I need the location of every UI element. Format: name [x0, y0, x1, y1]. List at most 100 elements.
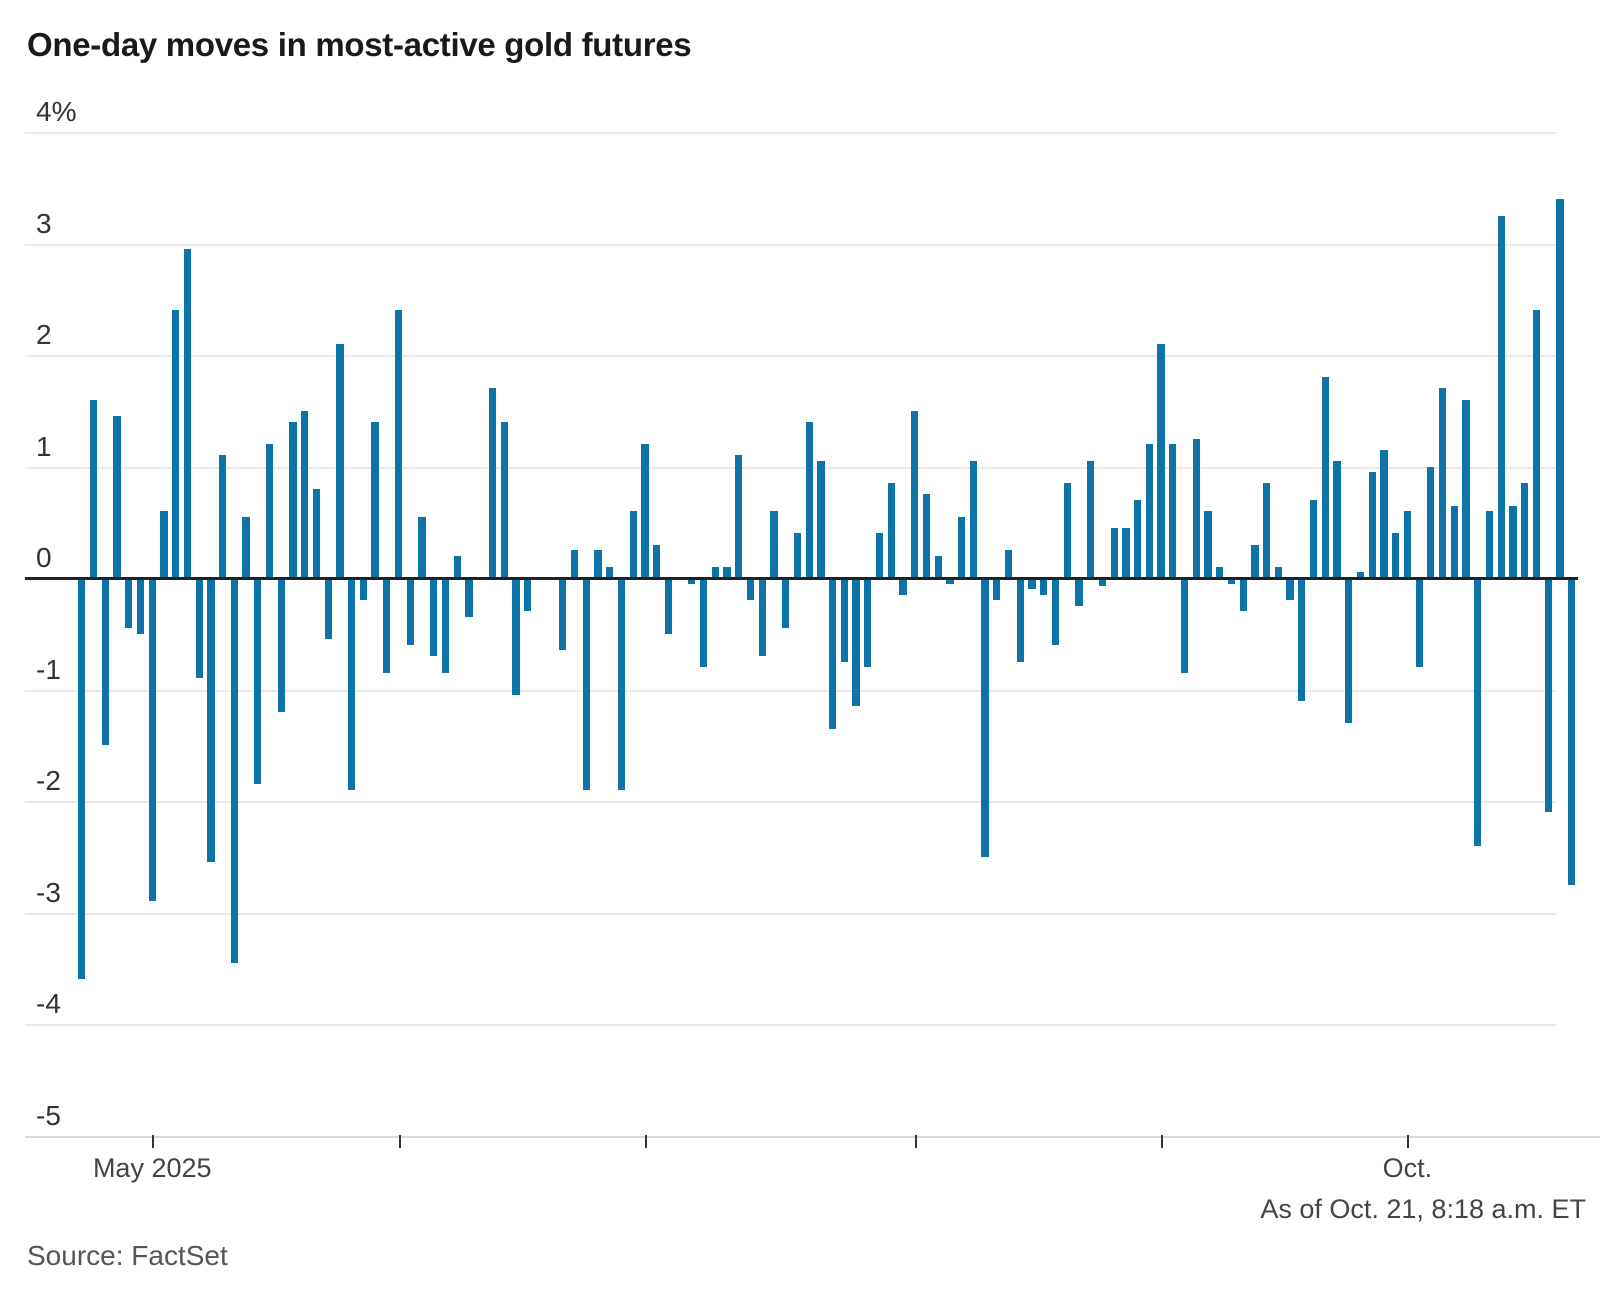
bar — [1169, 444, 1177, 578]
x-axis-tick — [398, 1134, 401, 1148]
x-axis-tick — [644, 1134, 647, 1148]
bar — [899, 578, 907, 595]
bar — [336, 343, 344, 578]
bar — [1415, 578, 1423, 668]
bar — [1016, 578, 1024, 662]
bar — [1356, 572, 1365, 578]
bar — [1133, 499, 1142, 578]
bar — [1204, 511, 1212, 578]
bar — [348, 578, 356, 790]
bar — [969, 460, 977, 578]
bar — [770, 511, 778, 578]
bar — [113, 416, 121, 578]
bar — [1333, 460, 1341, 578]
bar — [441, 578, 450, 673]
bar — [1274, 566, 1282, 578]
bar — [406, 578, 414, 645]
bar — [1110, 527, 1118, 578]
bar — [1087, 460, 1095, 578]
y-axis-label: -3 — [36, 876, 61, 908]
chart-title: One-day moves in most-active gold future… — [27, 26, 692, 63]
x-axis-tick — [152, 1134, 155, 1148]
y-axis-label: 3 — [36, 207, 52, 239]
bar — [606, 566, 614, 578]
gridline — [25, 1024, 1556, 1026]
bar — [746, 578, 755, 601]
bar — [1192, 438, 1200, 578]
bar — [242, 516, 250, 578]
bar — [559, 578, 567, 651]
bar — [1345, 578, 1353, 723]
bar — [723, 566, 731, 578]
bar — [488, 388, 497, 578]
y-axis-label: -4 — [36, 988, 61, 1019]
bar — [1075, 578, 1083, 606]
bar — [1438, 388, 1447, 578]
bar — [958, 516, 966, 578]
bar — [664, 578, 673, 634]
bar — [1263, 483, 1271, 578]
bar — [1532, 310, 1541, 578]
bar — [101, 578, 109, 746]
bar — [946, 578, 954, 584]
bar — [1216, 566, 1224, 578]
bar — [1004, 550, 1013, 578]
bar — [1474, 578, 1482, 846]
bar — [1028, 578, 1036, 590]
bar — [125, 578, 133, 629]
bar — [195, 578, 203, 679]
y-axis-label: 4% — [36, 96, 77, 127]
bar — [805, 421, 813, 578]
y-axis-label: -1 — [36, 653, 61, 685]
bar — [1180, 578, 1189, 673]
bar — [136, 578, 145, 634]
bar — [1063, 483, 1071, 578]
x-axis-baseline — [25, 1135, 1600, 1138]
bar — [230, 578, 238, 963]
bar — [148, 578, 156, 902]
bar — [1392, 533, 1400, 578]
bar — [383, 578, 391, 673]
bar — [207, 578, 215, 863]
bar — [1122, 527, 1130, 578]
bar — [1051, 578, 1060, 645]
bar — [1567, 578, 1576, 885]
bar — [301, 410, 309, 578]
bar — [981, 578, 989, 857]
bar — [711, 566, 719, 578]
bar — [828, 578, 837, 729]
bar — [1450, 505, 1458, 578]
bar — [1427, 466, 1435, 578]
bar — [1298, 578, 1306, 701]
bar — [172, 310, 180, 578]
x-axis-label: Oct. — [1382, 1152, 1433, 1183]
bar — [371, 421, 379, 578]
bar — [277, 578, 285, 712]
bar — [1239, 578, 1247, 612]
bar — [911, 410, 919, 578]
bar — [934, 555, 942, 578]
bar — [875, 533, 884, 578]
bar — [1485, 511, 1494, 578]
bar — [1040, 578, 1048, 595]
bar — [1462, 399, 1470, 578]
bar — [465, 578, 473, 618]
bar — [852, 578, 860, 707]
as-of-timestamp: As of Oct. 21, 8:18 a.m. ET — [1260, 1194, 1586, 1224]
bar — [1509, 505, 1517, 578]
bar — [312, 488, 321, 578]
bar — [653, 544, 661, 578]
bar — [394, 310, 403, 578]
bar — [254, 578, 262, 785]
bar — [1556, 198, 1564, 578]
bar — [1286, 578, 1294, 601]
x-axis-tick — [1161, 1134, 1164, 1148]
bar — [1368, 472, 1376, 578]
bar — [758, 578, 766, 657]
bar — [782, 578, 790, 629]
bar — [359, 578, 368, 601]
bar — [183, 249, 192, 578]
bar — [289, 421, 297, 578]
bar — [1145, 444, 1153, 578]
